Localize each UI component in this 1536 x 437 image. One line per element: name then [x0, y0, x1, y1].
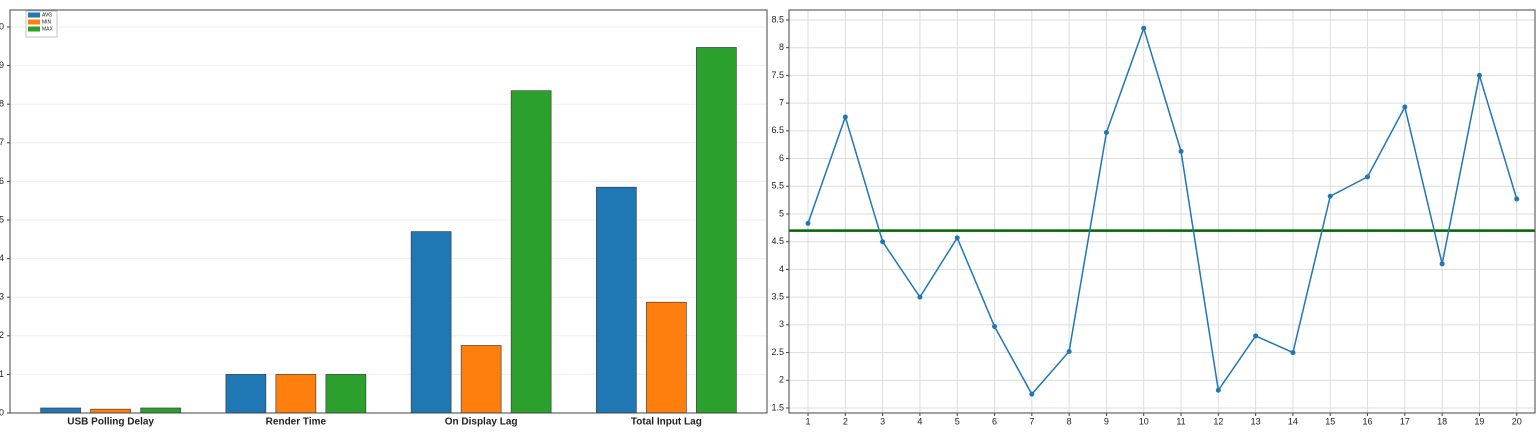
bar: [325, 374, 367, 414]
x-tick-label: 11: [1176, 416, 1185, 426]
data-point: [1514, 196, 1520, 202]
x-tick-label: 16: [1363, 416, 1373, 426]
y-tick-label: 8: [779, 42, 784, 52]
bar: [460, 345, 502, 414]
y-tick-label: 7.5: [771, 70, 784, 80]
y-tick-label: 5: [0, 214, 4, 224]
bar: [696, 47, 737, 414]
legend-label: MAX: [42, 26, 54, 32]
y-tick-label: 8.5: [771, 14, 784, 24]
data-point: [992, 324, 998, 330]
data-point: [954, 235, 960, 241]
x-tick-label: 19: [1474, 416, 1484, 426]
data-point: [805, 220, 811, 226]
x-tick-label: 20: [1512, 416, 1522, 426]
y-tick-label: 4.5: [771, 236, 784, 246]
bar: [225, 374, 267, 414]
y-tick-label: 3: [779, 319, 784, 329]
x-tick-label: 1: [806, 416, 811, 426]
data-point: [1029, 391, 1035, 397]
y-tick-label: 10: [0, 21, 4, 31]
x-tick-label: 4: [917, 416, 922, 426]
x-tick-label: On Display Lag: [445, 417, 518, 428]
x-tick-label: 6: [992, 416, 997, 426]
y-tick-label: 0: [0, 407, 4, 417]
y-tick-label: 6: [0, 176, 4, 186]
data-point: [1253, 333, 1259, 339]
x-tick-label: 17: [1400, 416, 1410, 426]
data-point: [1066, 348, 1072, 354]
data-point: [917, 294, 923, 300]
bar: [90, 408, 131, 414]
y-tick-label: 3.5: [771, 292, 784, 302]
data-point: [1103, 130, 1109, 136]
y-tick-label: 4: [0, 253, 4, 263]
legend-label: AVG: [42, 12, 52, 18]
x-tick-label: 13: [1251, 416, 1261, 426]
y-tick-label: 7: [779, 98, 784, 108]
y-tick-label: 9: [0, 60, 4, 70]
y-tick-label: 2: [779, 375, 784, 385]
bar: [510, 90, 552, 414]
data-point: [1215, 387, 1221, 393]
data-point: [842, 114, 848, 120]
legend-swatch: [28, 26, 40, 32]
y-tick-label: 6: [779, 153, 784, 163]
x-tick-label: 7: [1029, 416, 1034, 426]
data-point: [1365, 174, 1371, 180]
plot-frame: [788, 9, 1536, 414]
x-tick-label: 12: [1213, 416, 1223, 426]
y-tick-label: 3: [0, 292, 4, 302]
data-point: [1327, 193, 1333, 199]
x-tick-label: Total Input Lag: [631, 417, 702, 428]
bar: [40, 407, 81, 414]
x-tick-label: 9: [1104, 416, 1109, 426]
x-tick-label: Render Time: [266, 417, 327, 428]
y-tick-label: 7: [0, 137, 4, 147]
y-tick-label: 1: [0, 369, 4, 379]
bar: [275, 374, 317, 414]
y-tick-label: 5: [779, 208, 784, 218]
legend-swatch: [28, 19, 40, 25]
y-tick-label: 1.5: [771, 402, 784, 412]
bar: [140, 407, 181, 414]
y-tick-label: 5.5: [771, 181, 784, 191]
bar: [410, 231, 452, 414]
x-tick-label: 2: [843, 416, 848, 426]
x-tick-label: 14: [1288, 416, 1298, 426]
y-tick-label: 8: [0, 99, 4, 109]
x-tick-label: 5: [955, 416, 960, 426]
x-tick-label: 15: [1325, 416, 1335, 426]
data-point: [1439, 261, 1445, 267]
data-point: [1290, 350, 1296, 356]
x-tick-label: 18: [1437, 416, 1447, 426]
x-tick-label: 3: [880, 416, 885, 426]
y-tick-label: 6.5: [771, 125, 784, 135]
legend-swatch: [28, 12, 40, 18]
bar: [646, 301, 687, 414]
y-tick-label: 2: [0, 330, 4, 340]
bar: [596, 186, 637, 414]
x-tick-label: USB Polling Delay: [67, 417, 154, 428]
data-line: [807, 25, 1518, 396]
y-tick-label: 4: [779, 264, 784, 274]
data-point: [1178, 148, 1184, 154]
data-point: [1476, 72, 1482, 78]
plot-frame: [9, 9, 768, 414]
y-tick-label: 2.5: [771, 347, 784, 357]
x-tick-label: 10: [1139, 416, 1149, 426]
data-point: [1402, 104, 1408, 110]
legend-label: MIN: [42, 19, 52, 25]
x-tick-label: 8: [1067, 416, 1072, 426]
data-point: [880, 239, 886, 245]
data-point: [1141, 25, 1147, 31]
